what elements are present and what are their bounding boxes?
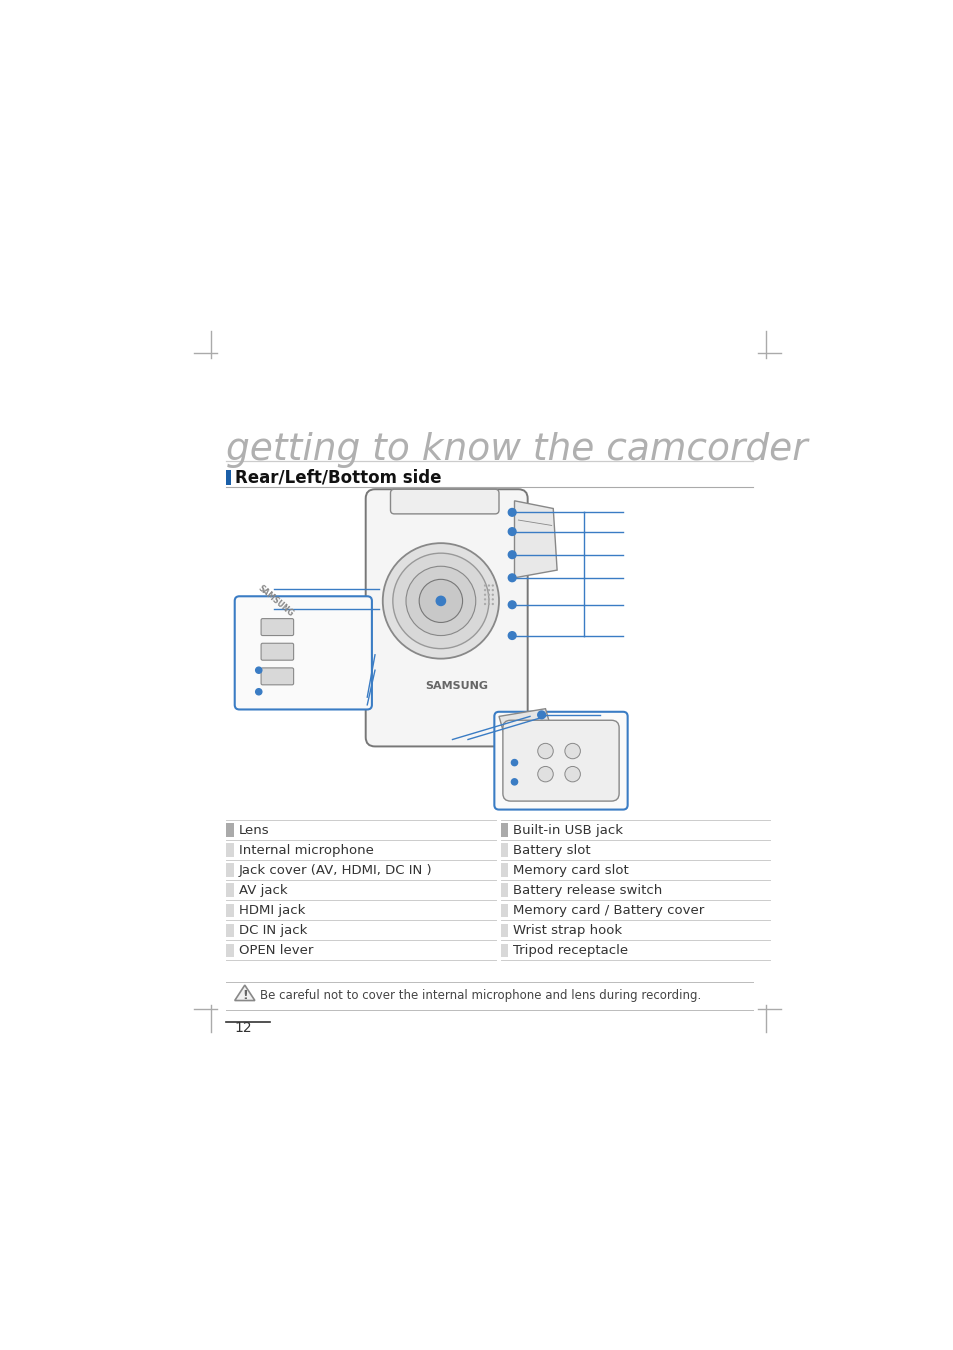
Circle shape <box>483 598 486 601</box>
Circle shape <box>487 603 490 605</box>
Text: OPEN lever: OPEN lever <box>238 944 313 957</box>
Text: Tripod receptacle: Tripod receptacle <box>513 944 627 957</box>
FancyBboxPatch shape <box>261 668 294 684</box>
Circle shape <box>537 744 553 759</box>
Text: Memory card / Battery cover: Memory card / Battery cover <box>513 904 703 917</box>
Circle shape <box>483 594 486 595</box>
Text: Be careful not to cover the internal microphone and lens during recording.: Be careful not to cover the internal mic… <box>260 990 700 1003</box>
Bar <box>500 903 508 918</box>
Circle shape <box>491 585 494 587</box>
FancyBboxPatch shape <box>494 711 627 810</box>
Circle shape <box>511 779 517 784</box>
Text: Wrist strap hook: Wrist strap hook <box>513 923 621 937</box>
FancyBboxPatch shape <box>390 489 498 514</box>
Circle shape <box>508 574 516 582</box>
Text: SAMSUNG: SAMSUNG <box>256 583 295 618</box>
Bar <box>226 844 233 857</box>
Circle shape <box>491 603 494 605</box>
Polygon shape <box>498 709 553 744</box>
Bar <box>226 470 231 486</box>
Bar <box>226 864 233 878</box>
Circle shape <box>255 688 261 695</box>
FancyBboxPatch shape <box>261 643 294 660</box>
FancyBboxPatch shape <box>234 597 372 710</box>
Text: AV jack: AV jack <box>238 884 287 896</box>
Circle shape <box>537 767 553 782</box>
FancyBboxPatch shape <box>365 489 527 747</box>
Circle shape <box>483 585 486 587</box>
Circle shape <box>436 597 445 606</box>
Circle shape <box>508 528 516 536</box>
Circle shape <box>508 601 516 609</box>
Circle shape <box>508 551 516 559</box>
Circle shape <box>483 589 486 591</box>
Bar <box>500 883 508 898</box>
Text: Battery release switch: Battery release switch <box>513 884 661 896</box>
Text: HDMI jack: HDMI jack <box>238 904 305 917</box>
Circle shape <box>487 585 490 587</box>
Bar <box>226 824 233 837</box>
Text: Memory card slot: Memory card slot <box>513 864 628 878</box>
Circle shape <box>564 767 579 782</box>
Circle shape <box>406 566 476 636</box>
FancyBboxPatch shape <box>261 618 294 636</box>
Text: Built-in USB jack: Built-in USB jack <box>513 824 622 837</box>
Text: !: ! <box>242 988 248 1002</box>
Circle shape <box>508 509 516 516</box>
Circle shape <box>491 598 494 601</box>
Text: DC IN jack: DC IN jack <box>238 923 307 937</box>
Bar <box>226 944 233 957</box>
Bar <box>500 944 508 957</box>
Circle shape <box>491 594 494 595</box>
Text: getting to know the camcorder: getting to know the camcorder <box>226 432 807 467</box>
Text: Jack cover (AV, HDMI, DC IN ): Jack cover (AV, HDMI, DC IN ) <box>238 864 432 878</box>
Circle shape <box>382 543 498 659</box>
Polygon shape <box>514 501 557 578</box>
Bar <box>226 903 233 918</box>
FancyBboxPatch shape <box>502 721 618 801</box>
Circle shape <box>564 744 579 759</box>
Text: 12: 12 <box>233 1021 252 1034</box>
Circle shape <box>393 554 488 648</box>
Text: Rear/Left/Bottom side: Rear/Left/Bottom side <box>235 468 441 487</box>
Circle shape <box>418 579 462 622</box>
Bar <box>500 864 508 878</box>
Bar <box>500 824 508 837</box>
Circle shape <box>511 760 517 765</box>
Circle shape <box>487 594 490 595</box>
Bar <box>226 923 233 937</box>
Bar <box>226 883 233 898</box>
Text: Battery slot: Battery slot <box>513 844 590 857</box>
Text: Lens: Lens <box>238 824 269 837</box>
Circle shape <box>491 589 494 591</box>
Bar <box>500 844 508 857</box>
Bar <box>500 923 508 937</box>
Circle shape <box>508 632 516 640</box>
Text: Internal microphone: Internal microphone <box>238 844 373 857</box>
Circle shape <box>487 589 490 591</box>
Circle shape <box>483 603 486 605</box>
Text: SAMSUNG: SAMSUNG <box>425 680 488 691</box>
Polygon shape <box>234 986 254 1000</box>
Circle shape <box>255 667 261 674</box>
Circle shape <box>487 598 490 601</box>
Circle shape <box>537 711 545 718</box>
